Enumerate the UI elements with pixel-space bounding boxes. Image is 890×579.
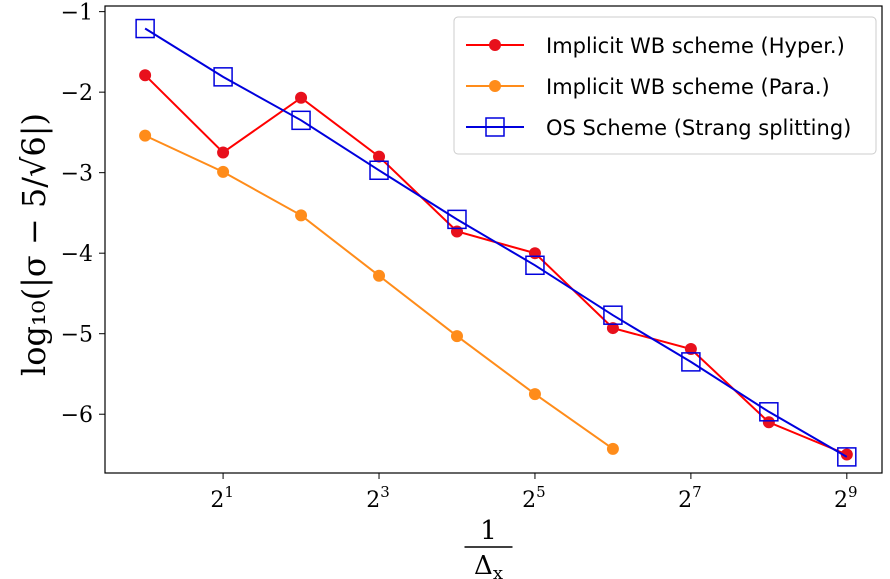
- x-axis-label-delta: Δ: [474, 551, 493, 579]
- data-point: [606, 442, 619, 455]
- data-point: [217, 165, 230, 178]
- legend-entry: Implicit WB scheme (Para.): [466, 75, 830, 99]
- legend-marker: [485, 117, 505, 137]
- x-tick-label: 29: [834, 483, 858, 513]
- series-line: [144, 27, 848, 458]
- x-axis-label: 1 Δx: [464, 516, 513, 579]
- legend-marker: [489, 80, 501, 92]
- data-point: [139, 69, 152, 82]
- x-tick-label: 23: [366, 483, 390, 513]
- series-2: [139, 129, 619, 455]
- y-axis-ticks: −1 −2 −3 −4 −5 −6: [61, 1, 105, 428]
- y-tick-label: −5: [61, 323, 93, 348]
- x-tick-label-base: 2: [834, 488, 848, 513]
- x-tick-label: 27: [678, 483, 702, 513]
- data-point: [762, 416, 775, 429]
- legend-label: OS Scheme (Strang splitting): [546, 116, 851, 140]
- data-point: [606, 322, 619, 335]
- data-point: [528, 247, 541, 260]
- data-point: [369, 160, 389, 181]
- data-point: [528, 388, 541, 401]
- data-point: [295, 91, 308, 104]
- data-point: [450, 330, 463, 343]
- x-tick-label-base: 2: [678, 488, 692, 513]
- legend-marker: [489, 39, 501, 51]
- x-tick-label-exponent: 1: [224, 483, 234, 501]
- y-tick-label: −2: [61, 81, 93, 106]
- x-tick-label: 21: [210, 483, 234, 513]
- x-tick-label-exponent: 9: [848, 483, 858, 501]
- x-axis-label-subscript: x: [493, 563, 503, 579]
- data-point: [447, 209, 467, 230]
- legend-label: Implicit WB scheme (Para.): [546, 75, 830, 99]
- data-point: [373, 150, 386, 163]
- x-tick-label-exponent: 3: [380, 483, 390, 501]
- legend: Implicit WB scheme (Hyper.) Implicit WB s…: [453, 16, 877, 155]
- x-tick-label-base: 2: [210, 488, 224, 513]
- x-tick-label-exponent: 7: [692, 483, 702, 501]
- y-axis-label-text: log₁₀(|σ − 5/√6|): [15, 113, 53, 376]
- plot-frame: [104, 5, 883, 474]
- x-tick-label-base: 2: [522, 488, 536, 513]
- x-axis-ticks: 21 23 25 27 29: [210, 473, 858, 513]
- data-point: [759, 402, 779, 422]
- x-tick-label: 25: [522, 483, 546, 513]
- x-tick-label-exponent: 5: [536, 483, 546, 501]
- data-point: [684, 343, 697, 356]
- data-point: [450, 225, 463, 238]
- y-tick-label: −6: [61, 403, 93, 428]
- data-point: [295, 209, 308, 222]
- data-point: [217, 146, 230, 159]
- series-layer: [135, 18, 857, 467]
- legend-entries: Implicit WB scheme (Hyper.) Implicit WB s…: [466, 34, 851, 140]
- y-tick-label: −4: [61, 242, 93, 267]
- data-point: [525, 255, 545, 276]
- legend-entry: Implicit WB scheme (Hyper.): [466, 34, 845, 58]
- x-tick-label-base: 2: [366, 488, 380, 513]
- y-axis-label: log₁₀(|σ − 5/√6|): [15, 113, 53, 376]
- y-tick-label: −1: [61, 1, 93, 26]
- data-point: [135, 18, 155, 39]
- series-line: [144, 134, 614, 450]
- legend-entry: OS Scheme (Strang splitting): [466, 116, 851, 140]
- data-point: [603, 305, 623, 325]
- series-3: [135, 18, 857, 467]
- x-axis-label-denominator: Δx: [474, 551, 503, 579]
- data-point: [681, 352, 701, 372]
- y-tick-label: −3: [61, 162, 93, 187]
- data-point: [213, 67, 233, 87]
- legend-box: [453, 16, 877, 155]
- data-point: [373, 269, 386, 282]
- data-point: [139, 129, 152, 142]
- data-point: [837, 447, 857, 467]
- legend-label: Implicit WB scheme (Hyper.): [546, 34, 845, 58]
- data-point: [840, 448, 853, 461]
- data-point: [291, 110, 311, 131]
- x-axis-label-numerator: 1: [480, 516, 497, 546]
